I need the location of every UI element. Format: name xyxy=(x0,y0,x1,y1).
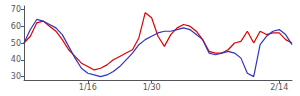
svg-text:50: 50 xyxy=(11,39,21,48)
svg-text:40: 40 xyxy=(11,55,21,64)
svg-text:60: 60 xyxy=(11,22,21,31)
svg-text:2/14: 2/14 xyxy=(270,83,288,92)
svg-text:1/30: 1/30 xyxy=(143,83,161,92)
svg-text:30: 30 xyxy=(11,72,21,81)
svg-text:70: 70 xyxy=(11,5,21,14)
svg-text:1/16: 1/16 xyxy=(79,83,97,92)
